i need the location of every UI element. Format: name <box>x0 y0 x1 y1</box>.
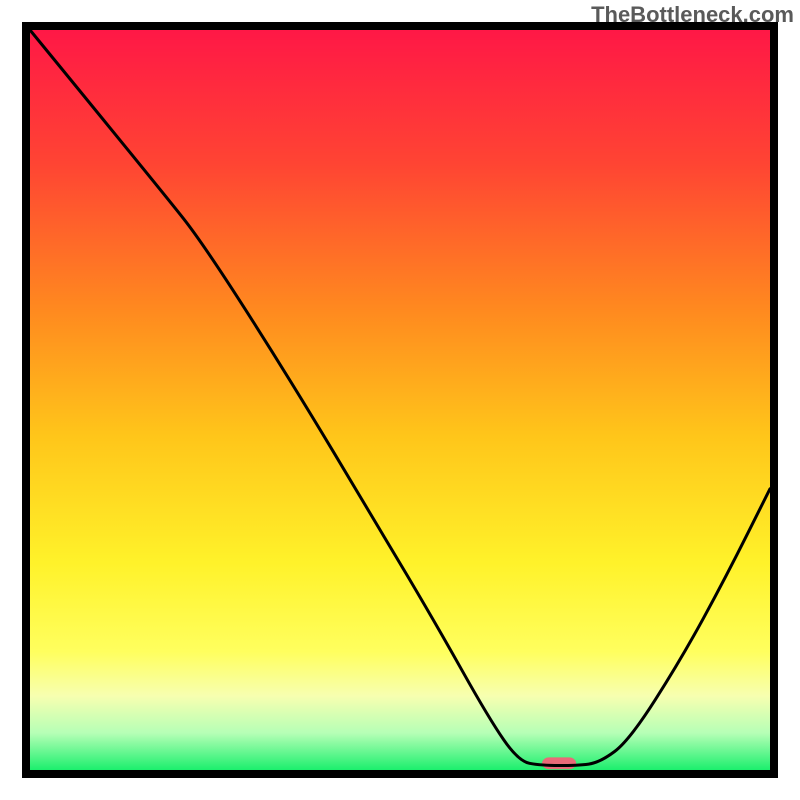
bottleneck-marker <box>542 757 576 769</box>
gradient-background <box>30 30 770 770</box>
chart-stage: TheBottleneck.com <box>0 0 800 800</box>
chart-svg <box>0 0 800 800</box>
